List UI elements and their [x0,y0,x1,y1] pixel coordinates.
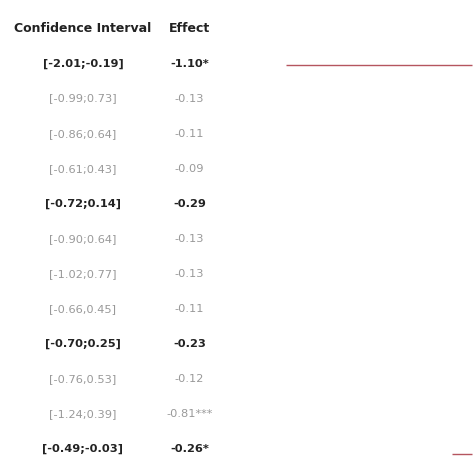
Text: Effect: Effect [169,22,210,35]
Text: [-0.86;0.64]: [-0.86;0.64] [49,128,117,139]
Text: -0.11: -0.11 [175,128,204,139]
Text: [-2.01;-0.19]: [-2.01;-0.19] [43,58,123,69]
Text: -0.11: -0.11 [175,304,204,314]
Text: [-0.76,0.53]: [-0.76,0.53] [49,374,117,384]
Text: [-1.02;0.77]: [-1.02;0.77] [49,269,117,279]
Text: [-0.49;-0.03]: [-0.49;-0.03] [43,444,123,455]
Text: -0.13: -0.13 [175,234,204,244]
Text: Confidence Interval: Confidence Interval [14,22,152,35]
Text: [-0.61;0.43]: [-0.61;0.43] [49,164,117,174]
Text: -0.29: -0.29 [173,199,206,209]
Text: -0.23: -0.23 [173,339,206,349]
Text: -1.10*: -1.10* [170,58,209,69]
Text: -0.26*: -0.26* [170,444,209,455]
Text: [-0.99;0.73]: [-0.99;0.73] [49,93,117,104]
Text: [-0.72;0.14]: [-0.72;0.14] [45,199,121,209]
Text: [-0.90;0.64]: [-0.90;0.64] [49,234,117,244]
Text: -0.09: -0.09 [175,164,204,174]
Text: [-0.70;0.25]: [-0.70;0.25] [45,339,121,349]
Text: -0.13: -0.13 [175,269,204,279]
Text: -0.12: -0.12 [175,374,204,384]
Text: [-1.24;0.39]: [-1.24;0.39] [49,409,117,419]
Text: -0.13: -0.13 [175,93,204,104]
Text: -0.81***: -0.81*** [166,409,213,419]
Text: [-0.66,0.45]: [-0.66,0.45] [49,304,117,314]
